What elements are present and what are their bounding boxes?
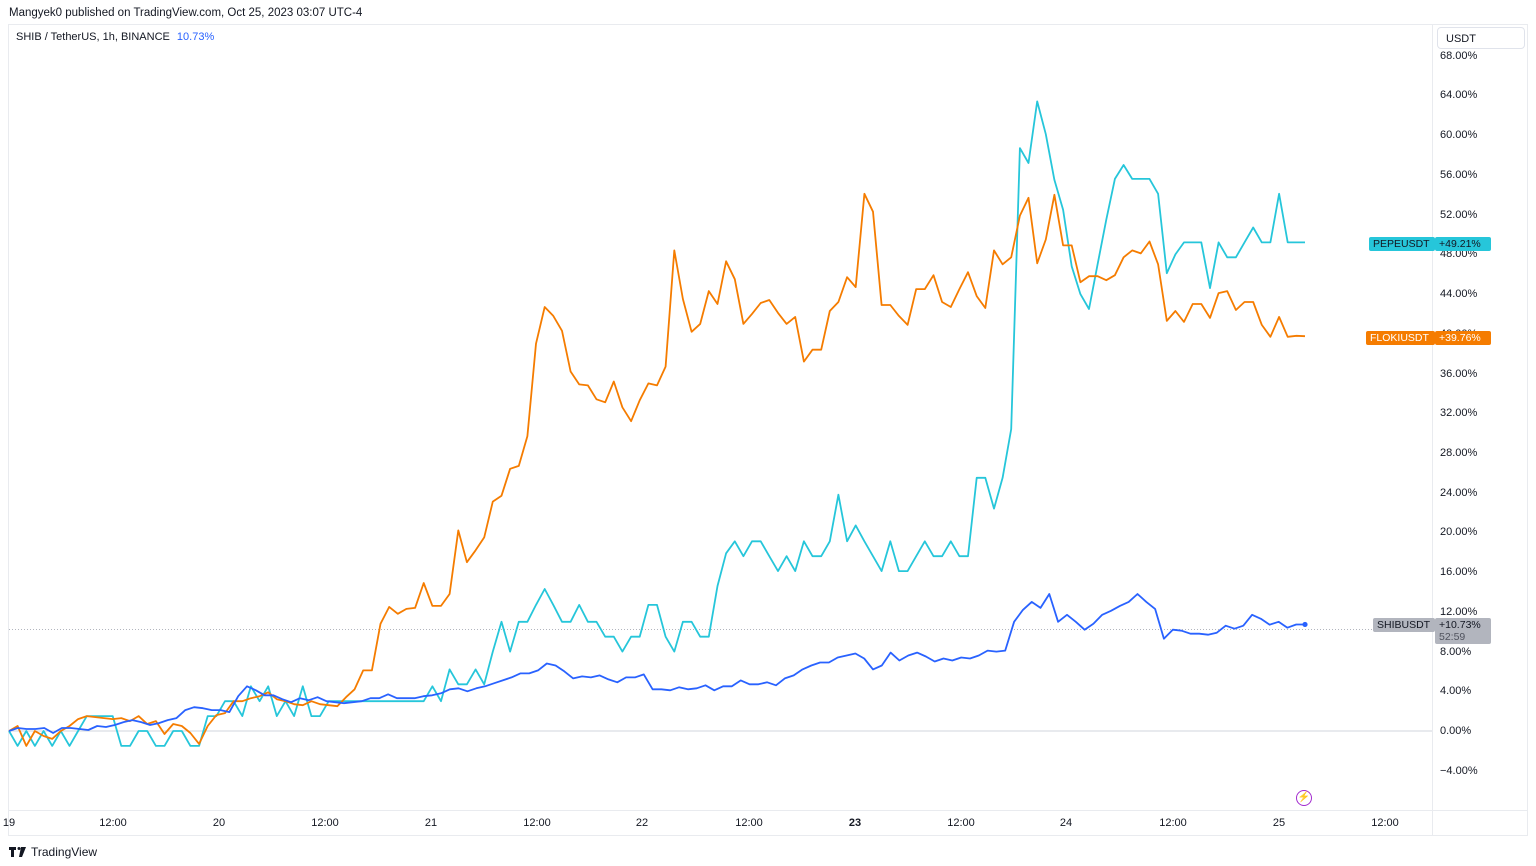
chart-legend[interactable]: SHIB / TetherUS, 1h, BINANCE 10.73% xyxy=(16,31,214,43)
y-tick-label: 4.00% xyxy=(1440,685,1472,698)
y-tick-label: 44.00% xyxy=(1440,288,1478,301)
legend-change: 10.73% xyxy=(176,31,215,43)
shib-last-point xyxy=(1302,621,1308,628)
lightning-icon[interactable]: ⚡ xyxy=(1296,790,1312,806)
x-tick-label: 23 xyxy=(848,817,862,829)
y-tick-label: 60.00% xyxy=(1440,129,1478,142)
pepe-series-line xyxy=(8,100,1305,747)
floki-tag-name: FLOKIUSDT xyxy=(1366,331,1435,345)
y-tick-label: 64.00% xyxy=(1440,89,1478,102)
shib-tag-name: SHIBUSDT xyxy=(1373,618,1435,632)
x-tick-label: 24 xyxy=(1059,817,1073,829)
y-tick-label: 8.00% xyxy=(1440,645,1472,658)
currency-button[interactable]: USDT xyxy=(1437,27,1525,49)
x-tick-label: 12:00 xyxy=(1159,817,1187,829)
y-tick-label: 32.00% xyxy=(1440,407,1478,420)
price-scale-divider xyxy=(1432,24,1433,836)
x-tick-label: 21 xyxy=(424,817,438,829)
y-tick-label: 24.00% xyxy=(1440,486,1478,499)
pepe-tag-name: PEPEUSDT xyxy=(1369,237,1435,251)
y-tick-label: 68.00% xyxy=(1440,49,1478,62)
x-tick-label: 12:00 xyxy=(1371,817,1399,829)
shib-tag-value: +10.73% 52:59 xyxy=(1435,618,1491,644)
floki-tag-value: +39.76% xyxy=(1435,331,1491,345)
tradingview-watermark: TradingView xyxy=(9,845,97,859)
x-tick-label: 12:00 xyxy=(311,817,339,829)
shib-tag-countdown: 52:59 xyxy=(1439,631,1466,643)
y-tick-label: 20.00% xyxy=(1440,526,1478,539)
shib-series-line xyxy=(8,593,1305,734)
x-tick-label: 12:00 xyxy=(947,817,975,829)
floki-series-line xyxy=(8,192,1306,747)
chart-frame xyxy=(8,24,1528,836)
pepe-tag-value: +49.21% xyxy=(1435,237,1491,251)
y-tick-label: 36.00% xyxy=(1440,367,1478,380)
x-tick-label: 20 xyxy=(212,817,226,829)
legend-symbol: SHIB / TetherUS, 1h, BINANCE xyxy=(16,31,170,43)
x-tick-label: 22 xyxy=(635,817,649,829)
x-tick-label: 12:00 xyxy=(99,817,127,829)
y-tick-label: −4.00% xyxy=(1440,764,1478,777)
y-tick-label: 28.00% xyxy=(1440,446,1478,459)
y-tick-label: 0.00% xyxy=(1440,725,1472,737)
shib-tag-change: +10.73% xyxy=(1439,619,1481,631)
tradingview-logo-icon xyxy=(9,847,26,857)
watermark-text: TradingView xyxy=(31,845,98,859)
publisher-line: Mangyek0 published on TradingView.com, O… xyxy=(9,7,363,19)
y-tick-label: 52.00% xyxy=(1440,208,1478,221)
y-tick-label: 12.00% xyxy=(1440,605,1478,618)
x-tick-label: 12:00 xyxy=(523,817,551,829)
x-tick-label: 19 xyxy=(2,817,16,829)
y-tick-label: 48.00% xyxy=(1440,248,1478,261)
y-tick-label: 56.00% xyxy=(1440,168,1478,181)
y-tick-label: 16.00% xyxy=(1440,566,1478,579)
x-tick-label: 25 xyxy=(1272,817,1286,829)
x-tick-label: 12:00 xyxy=(735,817,763,829)
time-scale-divider xyxy=(8,810,1528,811)
